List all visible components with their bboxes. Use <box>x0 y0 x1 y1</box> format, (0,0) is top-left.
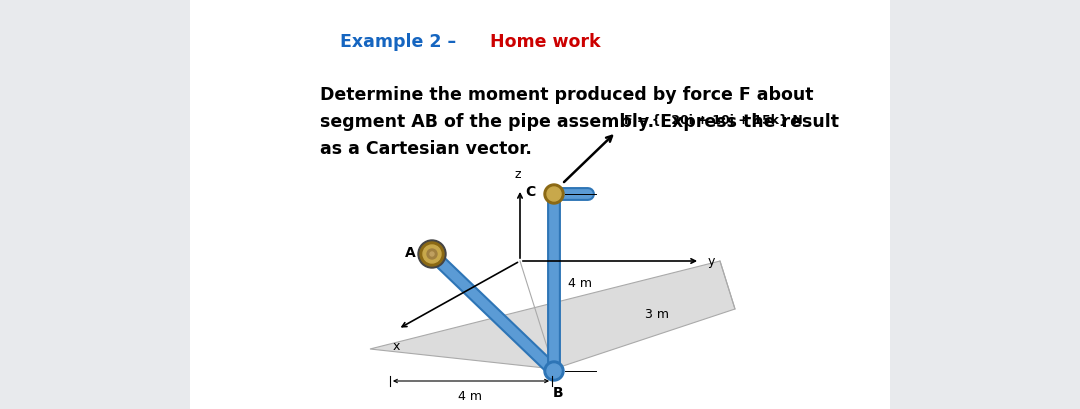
Text: Example 2 –: Example 2 – <box>340 33 462 51</box>
Text: 4 m: 4 m <box>458 389 482 402</box>
Text: 4 m: 4 m <box>568 277 592 290</box>
Text: Home work: Home work <box>490 33 600 51</box>
Circle shape <box>544 361 564 381</box>
Circle shape <box>420 243 444 266</box>
Text: z: z <box>515 168 522 180</box>
Text: as a Cartesian vector.: as a Cartesian vector. <box>320 139 531 157</box>
Polygon shape <box>370 261 735 369</box>
Circle shape <box>544 184 564 204</box>
Text: y: y <box>708 255 715 268</box>
Circle shape <box>546 188 561 202</box>
Text: A: A <box>405 245 416 259</box>
Text: Determine the moment produced by force F about: Determine the moment produced by force F… <box>320 86 813 104</box>
Circle shape <box>423 245 441 263</box>
Circle shape <box>418 240 446 268</box>
Circle shape <box>427 249 437 259</box>
Circle shape <box>430 252 434 256</box>
Text: x: x <box>392 339 400 352</box>
Text: 3 m: 3 m <box>645 308 669 321</box>
Bar <box>190 0 890 409</box>
Text: F = {−20i + 10j + 15k} N: F = {−20i + 10j + 15k} N <box>624 114 802 127</box>
Circle shape <box>546 364 561 378</box>
Text: segment AB of the pipe assembly. Express the result: segment AB of the pipe assembly. Express… <box>320 113 839 131</box>
Text: B: B <box>553 385 564 399</box>
Text: C: C <box>526 184 536 198</box>
